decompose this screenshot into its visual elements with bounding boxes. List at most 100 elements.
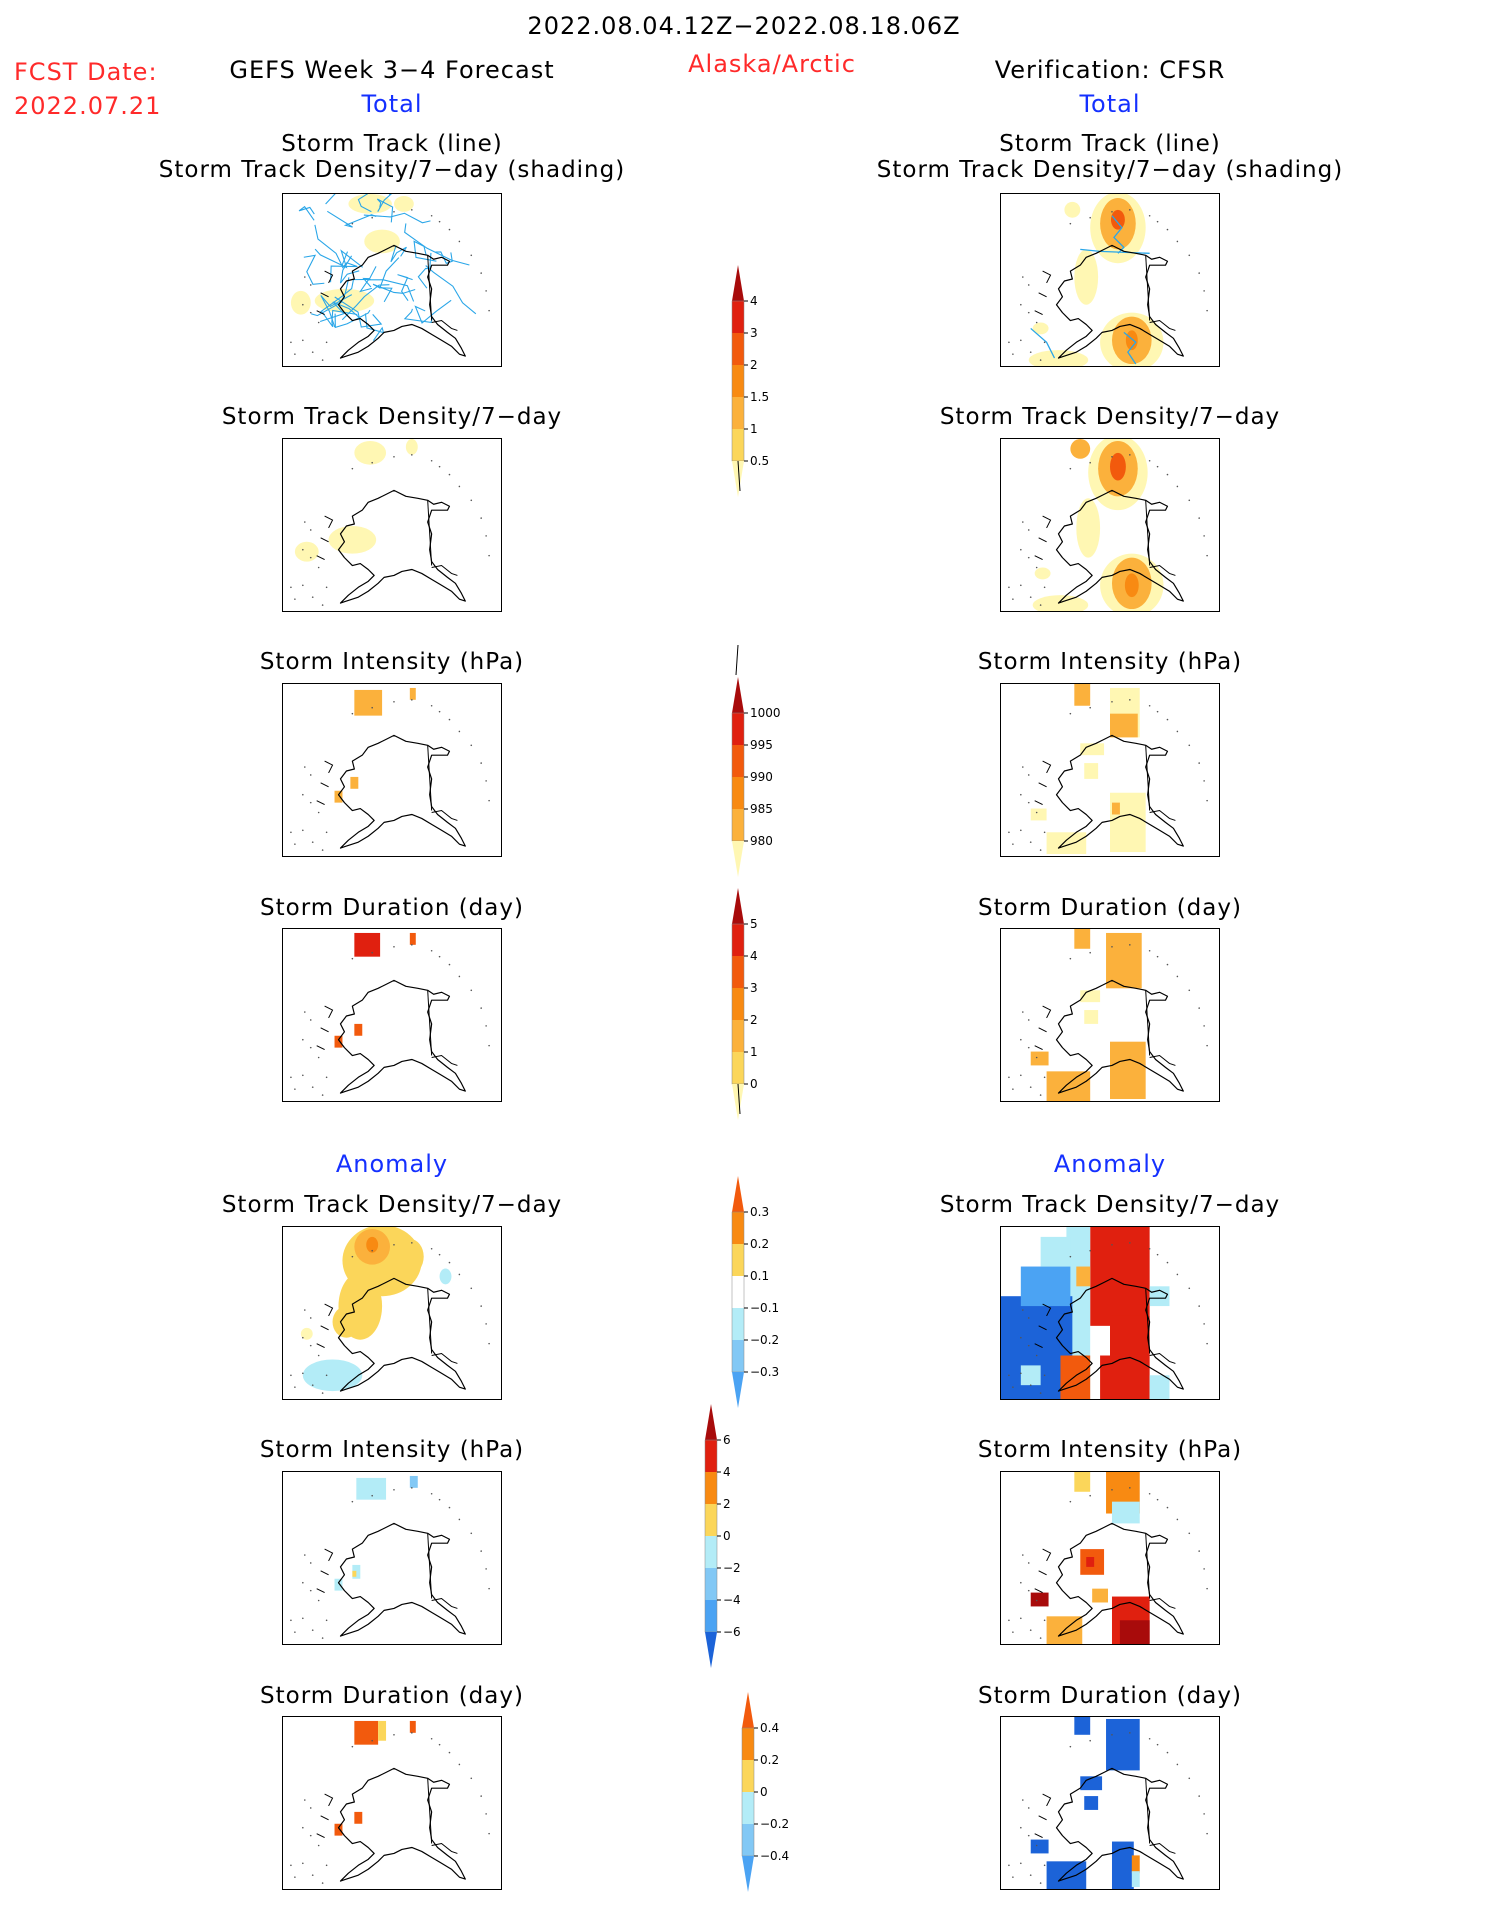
coastal-detail-line <box>316 515 458 576</box>
storm-track-line <box>377 194 392 212</box>
grid-dot <box>1029 1629 1032 1631</box>
shade-cell <box>334 790 343 803</box>
grid-dot <box>325 341 328 344</box>
shade-cell <box>356 1477 387 1500</box>
shade-cell <box>1131 1855 1140 1874</box>
shade-cell <box>354 1023 363 1036</box>
storm-track-line <box>379 257 400 303</box>
canada-border-line <box>427 990 433 1056</box>
map-duration-verification <box>1000 928 1220 1102</box>
colorbar-segment <box>732 956 744 988</box>
grid-dot <box>430 214 433 217</box>
grid-dot <box>1111 946 1113 948</box>
shade-cell <box>1060 1355 1091 1399</box>
grid-dot <box>321 359 324 361</box>
grid-dot <box>1027 1807 1030 1809</box>
grid-dot <box>317 811 320 814</box>
colorbar-arrow-top <box>732 1176 744 1212</box>
grid-dot <box>1089 461 1091 464</box>
grid-dot <box>1198 762 1200 764</box>
grid-dot <box>470 744 473 747</box>
grid-dot <box>393 456 395 458</box>
shade-area <box>1076 498 1101 558</box>
shade-cell <box>1106 1718 1140 1771</box>
grid-dot <box>1188 254 1191 257</box>
colorbar-anom-duration: 0.4 0.2 0 −0.2 −0.4 <box>730 1692 790 1926</box>
grid-dot <box>1206 309 1208 312</box>
storm-track-line <box>303 254 325 285</box>
grid-dot <box>1111 1489 1113 1491</box>
grid-dot <box>480 1550 482 1552</box>
grid-dot <box>1166 1751 1169 1754</box>
grid-dot <box>1188 499 1191 502</box>
grid-dot <box>325 1076 328 1079</box>
grid-dot <box>1156 220 1159 223</box>
grid-dot <box>1166 963 1169 966</box>
shade-area <box>1070 439 1091 459</box>
shade-cell <box>1030 808 1047 821</box>
colorbar-tick-label: −0.2 <box>750 1333 779 1347</box>
grid-dot <box>1020 1581 1022 1584</box>
grid-dot <box>430 949 433 952</box>
map-density-forecast <box>282 438 502 612</box>
storm-track-line <box>1030 327 1056 359</box>
canada-border-line <box>427 1533 433 1599</box>
shade-cell <box>352 1570 357 1577</box>
grid-dot <box>485 290 487 292</box>
grid-dot <box>458 1518 461 1521</box>
grid-dot <box>317 566 320 569</box>
grid-dot <box>1008 341 1010 344</box>
grid-dot <box>1203 535 1205 537</box>
grid-dot <box>470 1777 473 1780</box>
grid-dot <box>1012 1631 1014 1633</box>
grid-dot <box>325 1864 328 1867</box>
grid-dot <box>302 829 304 832</box>
grid-dot <box>470 499 473 502</box>
alaska-coastline <box>337 1522 466 1637</box>
grid-dot <box>470 254 473 257</box>
colorbar-arrow-top <box>732 677 744 713</box>
grid-dot <box>438 1743 441 1746</box>
colorbar-segment <box>732 1340 744 1372</box>
grid-dot <box>1035 1056 1038 1059</box>
grid-dot <box>294 1876 296 1878</box>
grid-dot <box>1027 801 1030 804</box>
grid-dot <box>294 843 296 845</box>
grid-dot <box>480 1795 482 1797</box>
grid-dot <box>488 554 490 557</box>
grid-dot <box>393 1244 395 1246</box>
colorbar-tick-label: 5 <box>750 917 758 931</box>
grid-dot <box>485 1568 487 1570</box>
shade-cell <box>1110 1315 1150 1356</box>
canada-border-line <box>1145 500 1151 566</box>
grid-dot <box>302 793 304 796</box>
colorbar-tick-label: 1.5 <box>750 390 769 404</box>
grid-dot <box>480 1305 482 1307</box>
map-anom-intensity-verification <box>1000 1471 1220 1645</box>
grid-dot <box>1206 554 1208 557</box>
shade-area <box>395 1238 424 1275</box>
grid-dot <box>1008 586 1010 589</box>
grid-dot <box>1012 843 1014 845</box>
grid-dot <box>1203 290 1205 292</box>
grid-dot <box>1198 1550 1200 1552</box>
colorbar-tick-label: 2 <box>750 1013 758 1027</box>
grid-dot <box>371 951 373 954</box>
shade-area <box>1034 567 1051 580</box>
grid-dot <box>1089 951 1091 954</box>
map-density-verification <box>1000 438 1220 612</box>
grid-dot <box>1022 1799 1024 1801</box>
alaska-coastline <box>337 734 466 849</box>
storm-track-line <box>1123 331 1137 365</box>
grid-dot <box>485 780 487 782</box>
grid-dot <box>485 1025 487 1027</box>
alaska-coastline <box>337 489 466 604</box>
colorbar-segment <box>732 1244 744 1276</box>
grid-dot <box>1166 1506 1169 1509</box>
colorbar-arrow-top <box>742 1692 754 1728</box>
grid-dot <box>470 989 473 992</box>
grid-dot <box>1176 1273 1179 1276</box>
grid-dot <box>485 1813 487 1815</box>
grid-dot <box>290 1619 292 1622</box>
grid-dot <box>1176 240 1179 243</box>
